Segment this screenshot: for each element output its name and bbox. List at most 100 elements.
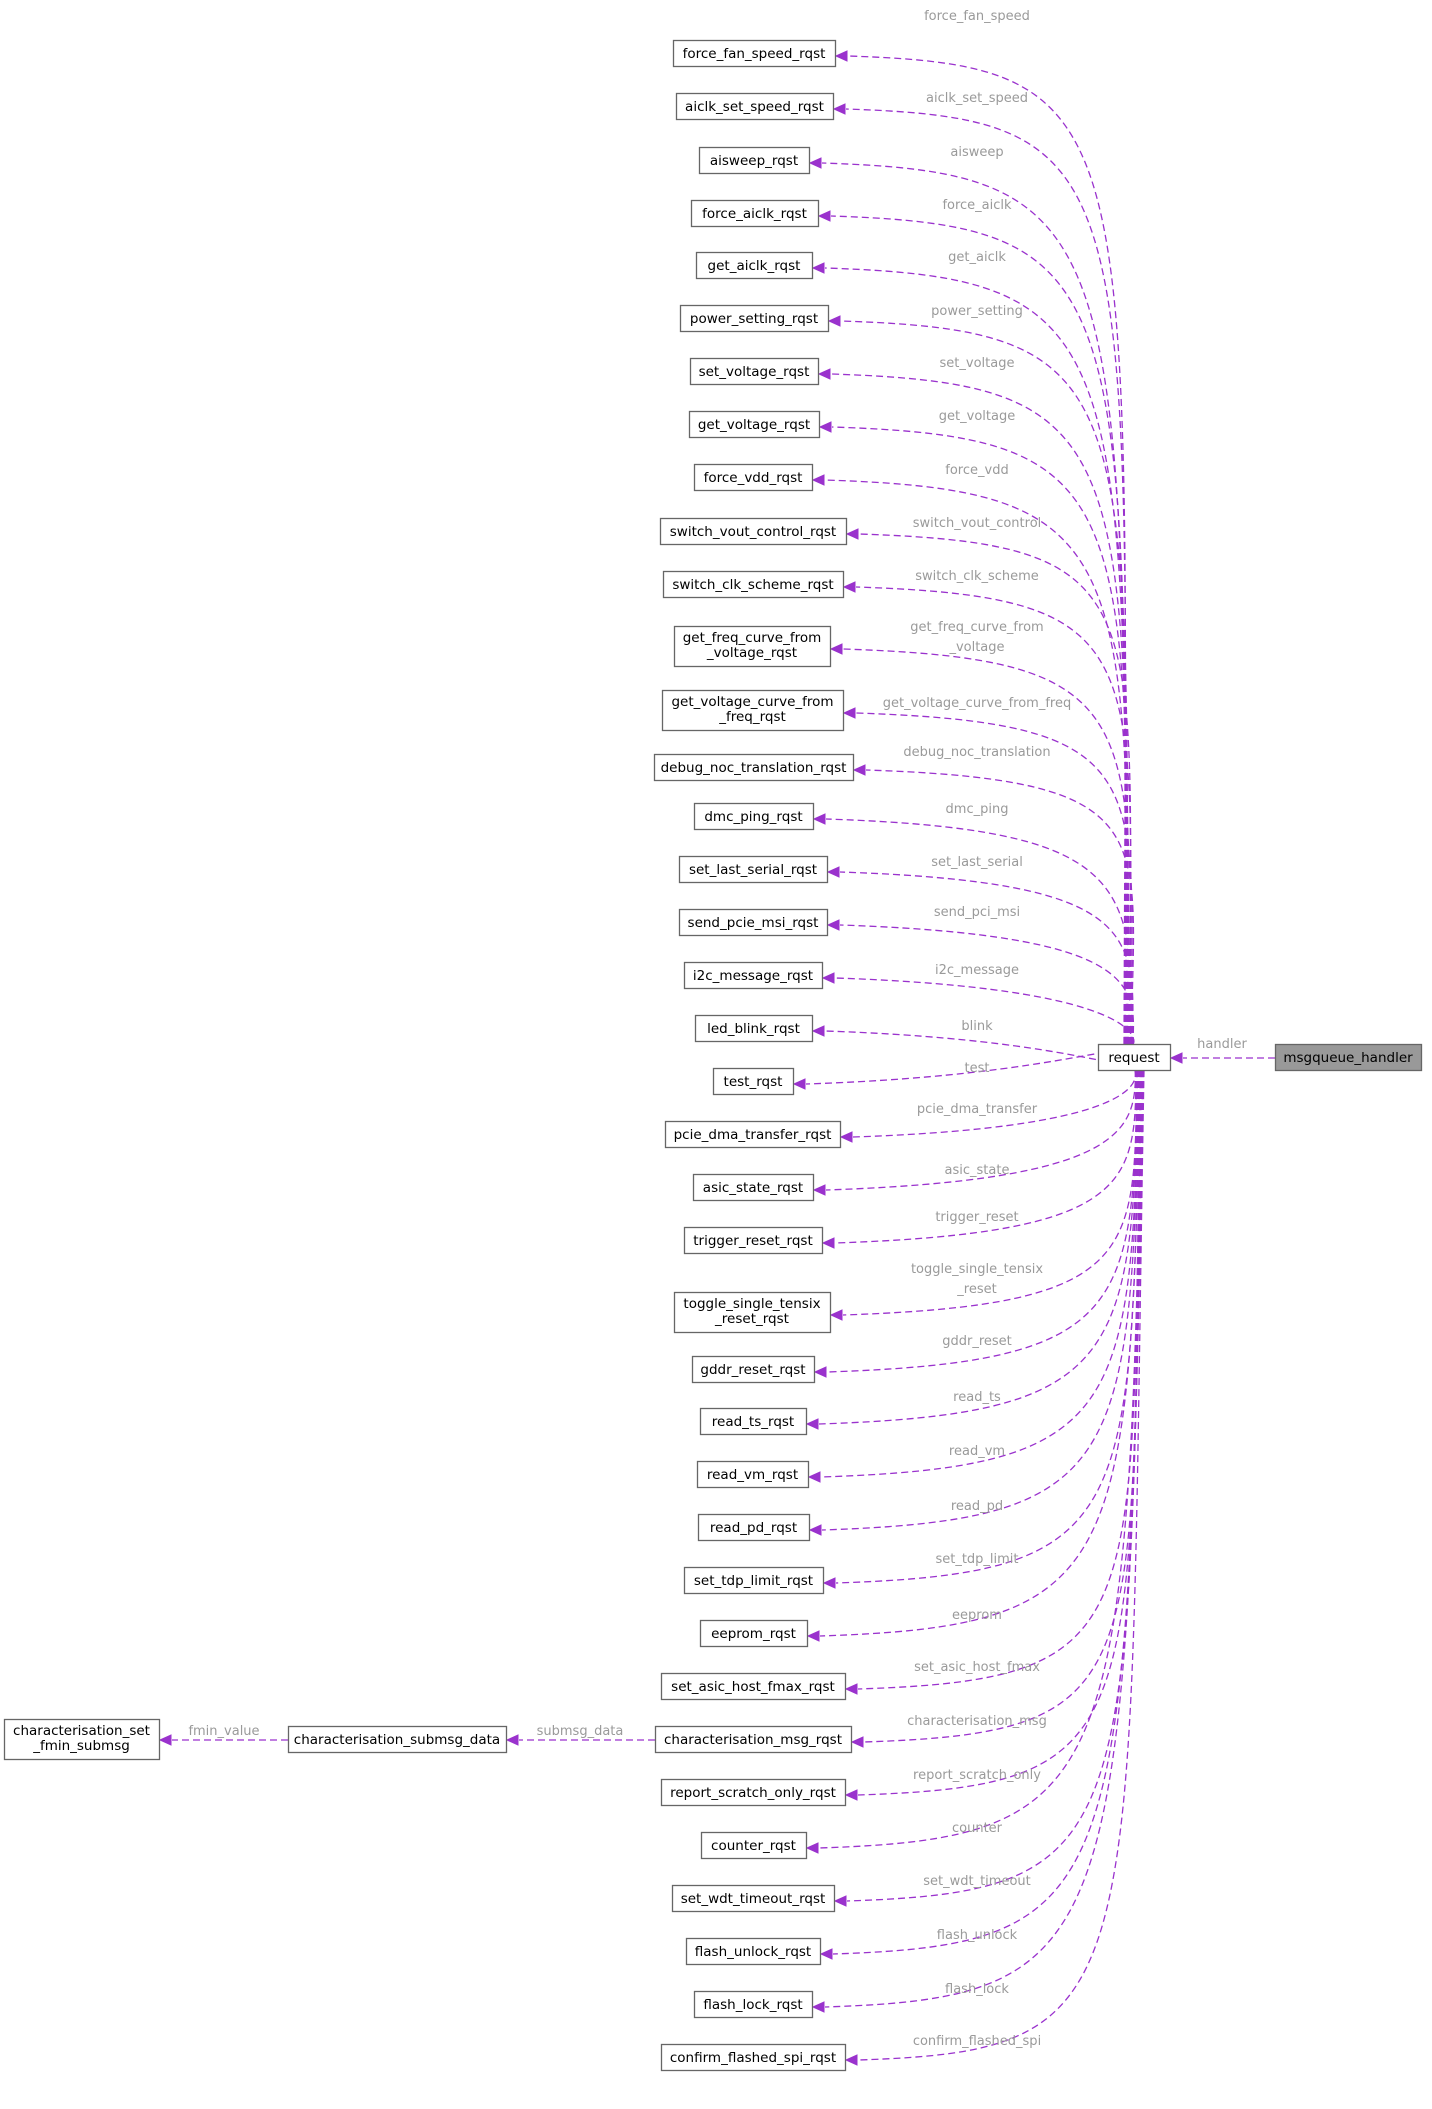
edge-request-to-gddr_reset_rqst	[813, 1069, 1138, 1378]
node-force_fan_speed_rqst[interactable]: force_fan_speed_rqst	[672, 39, 837, 68]
node-label: switch_clk_scheme_rqst	[672, 577, 833, 593]
node-get_aiclk_rqst[interactable]: get_aiclk_rqst	[695, 251, 814, 280]
edge-line	[857, 1069, 1143, 1796]
edge-line	[840, 320, 1128, 1045]
node-label: set_tdp_limit_rqst	[694, 1573, 813, 1589]
node-characterisation_msg_rqst[interactable]: characterisation_msg_rqst	[654, 1725, 853, 1754]
node-box[interactable]	[678, 855, 829, 884]
node-report_scratch_only_rqst[interactable]: report_scratch_only_rqst	[660, 1778, 847, 1807]
node-label: get_voltage_rqst	[698, 417, 810, 433]
node-box[interactable]	[653, 753, 855, 782]
node-box[interactable]	[695, 251, 814, 280]
node-set_wdt_timeout_rqst[interactable]: set_wdt_timeout_rqst	[671, 1884, 836, 1913]
node-power_setting_rqst[interactable]: power_setting_rqst	[679, 304, 830, 333]
node-box[interactable]	[693, 463, 814, 492]
node-set_tdp_limit_rqst[interactable]: set_tdp_limit_rqst	[683, 1566, 825, 1595]
node-box[interactable]	[692, 1173, 815, 1202]
node-box[interactable]	[679, 304, 830, 333]
edge-label-trigger_reset_rqst: trigger_reset	[935, 1210, 1018, 1225]
node-counter_rqst[interactable]: counter_rqst	[700, 1831, 808, 1860]
node-eeprom_rqst[interactable]: eeprom_rqst	[699, 1619, 809, 1648]
node-box[interactable]	[661, 689, 845, 732]
node-box[interactable]	[675, 92, 835, 121]
edge-label-aiclk_set_speed_rqst: aiclk_set_speed	[926, 91, 1028, 106]
node-box[interactable]	[660, 2043, 847, 2072]
node-box[interactable]	[3, 1718, 161, 1761]
node-box[interactable]	[654, 1725, 853, 1754]
node-box[interactable]	[671, 1884, 836, 1913]
node-get_voltage_curve_from_freq_rqst[interactable]: get_voltage_curve_from _freq_rqst	[661, 689, 845, 732]
node-box[interactable]	[1274, 1043, 1423, 1072]
edge-request-to-read_ts_rqst	[805, 1069, 1139, 1430]
node-box[interactable]	[696, 1460, 810, 1489]
node-characterisation_submsg_data[interactable]: characterisation_submsg_data	[287, 1725, 508, 1754]
node-box[interactable]	[673, 1291, 832, 1334]
node-label: aiclk_set_speed_rqst	[685, 99, 824, 115]
node-box[interactable]	[659, 517, 848, 546]
node-switch_vout_control_rqst[interactable]: switch_vout_control_rqst	[659, 517, 848, 546]
node-dmc_ping_rqst[interactable]: dmc_ping_rqst	[693, 802, 815, 831]
node-gddr_reset_rqst[interactable]: gddr_reset_rqst	[691, 1355, 816, 1384]
node-flash_lock_rqst[interactable]: flash_lock_rqst	[693, 1990, 814, 2019]
node-test_rqst[interactable]: test_rqst	[712, 1067, 795, 1096]
node-box[interactable]	[683, 1566, 825, 1595]
node-get_voltage_rqst[interactable]: get_voltage_rqst	[688, 410, 821, 439]
node-box[interactable]	[712, 1067, 795, 1096]
node-i2c_message_rqst[interactable]: i2c_message_rqst	[683, 961, 824, 990]
edge-arrowhead	[158, 1734, 172, 1746]
node-box[interactable]	[690, 199, 820, 228]
node-label: led_blink_rqst	[707, 1021, 800, 1037]
node-box[interactable]	[688, 410, 821, 439]
node-characterisation_set_fmin_submsg[interactable]: characterisation_set _fmin_submsg	[3, 1718, 161, 1761]
node-box[interactable]	[699, 1407, 808, 1436]
node-pcie_dma_transfer_rqst[interactable]: pcie_dma_transfer_rqst	[664, 1120, 842, 1149]
node-box[interactable]	[700, 1831, 808, 1860]
node-force_aiclk_rqst[interactable]: force_aiclk_rqst	[690, 199, 820, 228]
node-box[interactable]	[685, 1937, 822, 1966]
node-msgqueue_handler[interactable]: msgqueue_handler	[1274, 1043, 1423, 1072]
node-aisweep_rqst[interactable]: aisweep_rqst	[698, 146, 811, 175]
node-box[interactable]	[287, 1725, 508, 1754]
node-box[interactable]	[697, 1513, 811, 1542]
node-box[interactable]	[660, 1672, 847, 1701]
edge-request-to-power_setting_rqst	[827, 315, 1128, 1045]
node-switch_clk_scheme_rqst[interactable]: switch_clk_scheme_rqst	[662, 570, 845, 599]
node-request[interactable]: request	[1097, 1043, 1172, 1072]
node-box[interactable]	[662, 570, 845, 599]
node-box[interactable]	[678, 908, 829, 937]
node-box[interactable]	[691, 1355, 816, 1384]
node-set_asic_host_fmax_rqst[interactable]: set_asic_host_fmax_rqst	[660, 1672, 847, 1701]
node-read_ts_rqst[interactable]: read_ts_rqst	[699, 1407, 808, 1436]
node-toggle_single_tensix_reset_rqst[interactable]: toggle_single_tensix _reset_rqst	[673, 1291, 832, 1334]
node-box[interactable]	[673, 625, 832, 668]
node-force_vdd_rqst[interactable]: force_vdd_rqst	[693, 463, 814, 492]
node-box[interactable]	[693, 1990, 814, 2019]
node-box[interactable]	[683, 961, 824, 990]
node-get_freq_curve_from_voltage_rqst[interactable]: get_freq_curve_from _voltage_rqst	[673, 625, 832, 668]
node-set_last_serial_rqst[interactable]: set_last_serial_rqst	[678, 855, 829, 884]
node-debug_noc_translation_rqst[interactable]: debug_noc_translation_rqst	[653, 753, 855, 782]
node-read_pd_rqst[interactable]: read_pd_rqst	[697, 1513, 811, 1542]
node-box[interactable]	[1097, 1043, 1172, 1072]
node-box[interactable]	[693, 802, 815, 831]
node-box[interactable]	[689, 357, 820, 386]
node-set_voltage_rqst[interactable]: set_voltage_rqst	[689, 357, 820, 386]
node-box[interactable]	[698, 146, 811, 175]
node-led_blink_rqst[interactable]: led_blink_rqst	[694, 1014, 814, 1043]
node-label: debug_noc_translation_rqst	[661, 760, 847, 776]
node-aiclk_set_speed_rqst[interactable]: aiclk_set_speed_rqst	[675, 92, 835, 121]
node-box[interactable]	[672, 39, 837, 68]
node-read_vm_rqst[interactable]: read_vm_rqst	[696, 1460, 810, 1489]
node-box[interactable]	[683, 1226, 824, 1255]
node-box[interactable]	[694, 1014, 814, 1043]
node-box[interactable]	[660, 1778, 847, 1807]
node-send_pcie_msi_rqst[interactable]: send_pcie_msi_rqst	[678, 908, 829, 937]
node-box[interactable]	[664, 1120, 842, 1149]
node-flash_unlock_rqst[interactable]: flash_unlock_rqst	[685, 1937, 822, 1966]
node-trigger_reset_rqst[interactable]: trigger_reset_rqst	[683, 1226, 824, 1255]
node-asic_state_rqst[interactable]: asic_state_rqst	[692, 1173, 815, 1202]
edge-label-get_freq_curve_from_voltage_rqst: get_freq_curve_from _voltage	[910, 620, 1043, 655]
node-box[interactable]	[699, 1619, 809, 1648]
edge-label-read_vm_rqst: read_vm	[949, 1444, 1005, 1459]
node-confirm_flashed_spi_rqst[interactable]: confirm_flashed_spi_rqst	[660, 2043, 847, 2072]
